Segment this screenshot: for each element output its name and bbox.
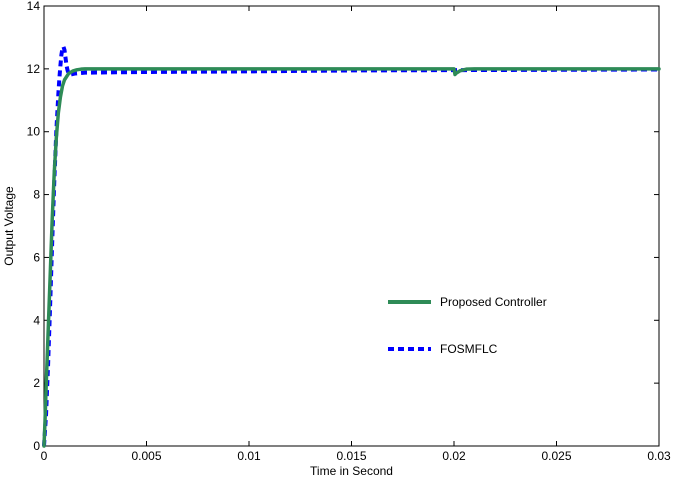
x-tick-label: 0.03 (647, 449, 671, 463)
legend-label-0: Proposed Controller (440, 295, 547, 309)
y-tick-label: 10 (27, 125, 41, 139)
plot-area (43, 5, 660, 447)
x-tick-label: 0.005 (131, 449, 161, 463)
x-tick-label: 0 (41, 449, 48, 463)
y-tick-label: 4 (33, 313, 40, 327)
x-axis-title: Time in Second (310, 464, 393, 478)
axis-tick-labels: 0 0.005 0.01 0.015 0.02 0.025 0.03 0 2 4 6 8 10 12 14 (27, 0, 671, 463)
legend-label-1: FOSMFLC (440, 342, 498, 356)
y-tick-label: 2 (33, 376, 40, 390)
series-line-0 (42, 67, 661, 448)
y-tick-label: 12 (27, 62, 41, 76)
y-tick-label: 6 (33, 250, 40, 264)
x-tick-label: 0.025 (541, 449, 571, 463)
y-tick-label: 14 (27, 0, 41, 13)
y-axis-title: Output Voltage (2, 186, 16, 266)
y-tick-label: 0 (33, 439, 40, 453)
x-tick-label: 0.02 (442, 449, 466, 463)
x-tick-label: 0.015 (336, 449, 366, 463)
series-layer (42, 44, 661, 448)
y-tick-label: 8 (33, 188, 40, 202)
x-tick-label: 0.01 (237, 449, 261, 463)
legend: Proposed Controller FOSMFLC (388, 295, 547, 356)
